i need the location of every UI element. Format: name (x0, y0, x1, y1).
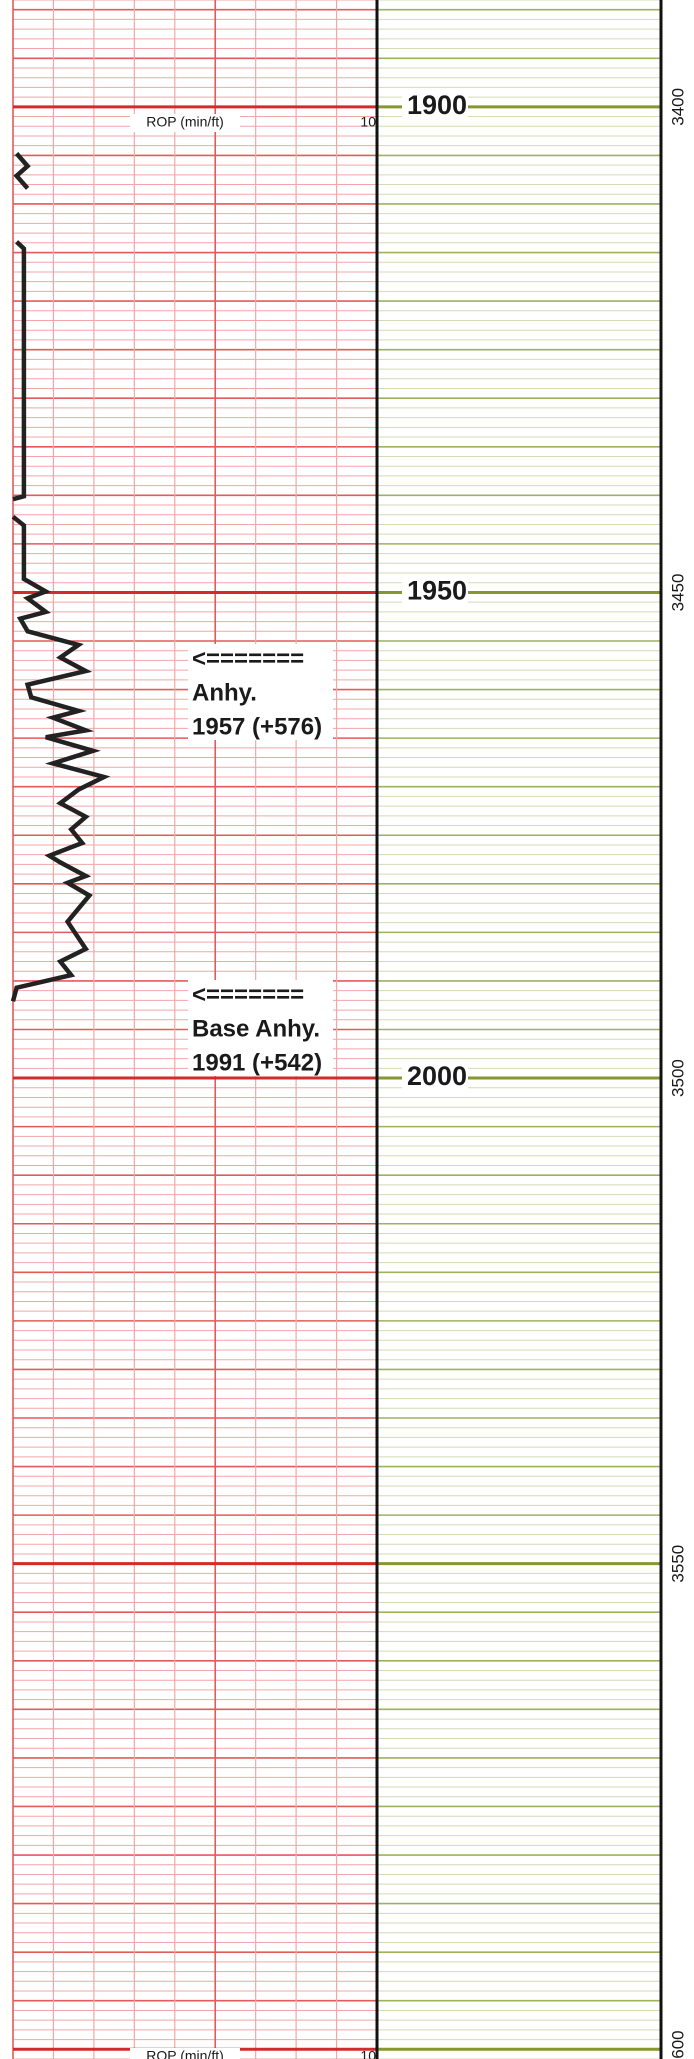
x-tick-label: 10 (360, 2048, 376, 2059)
y-tick-label: 2000 (407, 1061, 467, 1091)
x-axis-title: ROP (min/ft) (146, 2048, 224, 2059)
annotation: 1991 (+542) (192, 1049, 322, 1076)
annotation: <======= (192, 645, 304, 672)
grid (12, 0, 663, 2059)
y-tick-label: 1950 (407, 576, 467, 606)
y2-tick-label: 3500 (668, 1059, 687, 1097)
x-tick-label: 10 (360, 114, 376, 130)
y2-tick-label: 3550 (668, 1545, 687, 1583)
label-bg (130, 114, 240, 132)
y2-tick-label: 3400 (668, 88, 687, 126)
annotation: 1957 (+576) (192, 713, 322, 740)
y2-tick-label: 3450 (668, 574, 687, 612)
y2-tick-label: 3600 (668, 2030, 687, 2059)
annotation: Base Anhy. (192, 1015, 320, 1042)
x-axis-title: ROP (min/ft) (146, 114, 224, 130)
annotation-bg (188, 980, 333, 1076)
rop-curve (10, 152, 111, 1002)
label-bg (402, 91, 468, 122)
annotation: <======= (192, 981, 304, 1008)
y-tick-label: 1900 (407, 90, 467, 120)
label-bg (402, 577, 468, 608)
label-bg (130, 2048, 240, 2059)
annotation-bg (188, 644, 333, 740)
labels: ROP (min/ft) 10 ROP (min/ft) 10 1900 1950 2000… (130, 88, 687, 2059)
annotation: Anhy. (192, 679, 257, 706)
marks (10, 152, 111, 1002)
label-bg (402, 1063, 468, 1094)
